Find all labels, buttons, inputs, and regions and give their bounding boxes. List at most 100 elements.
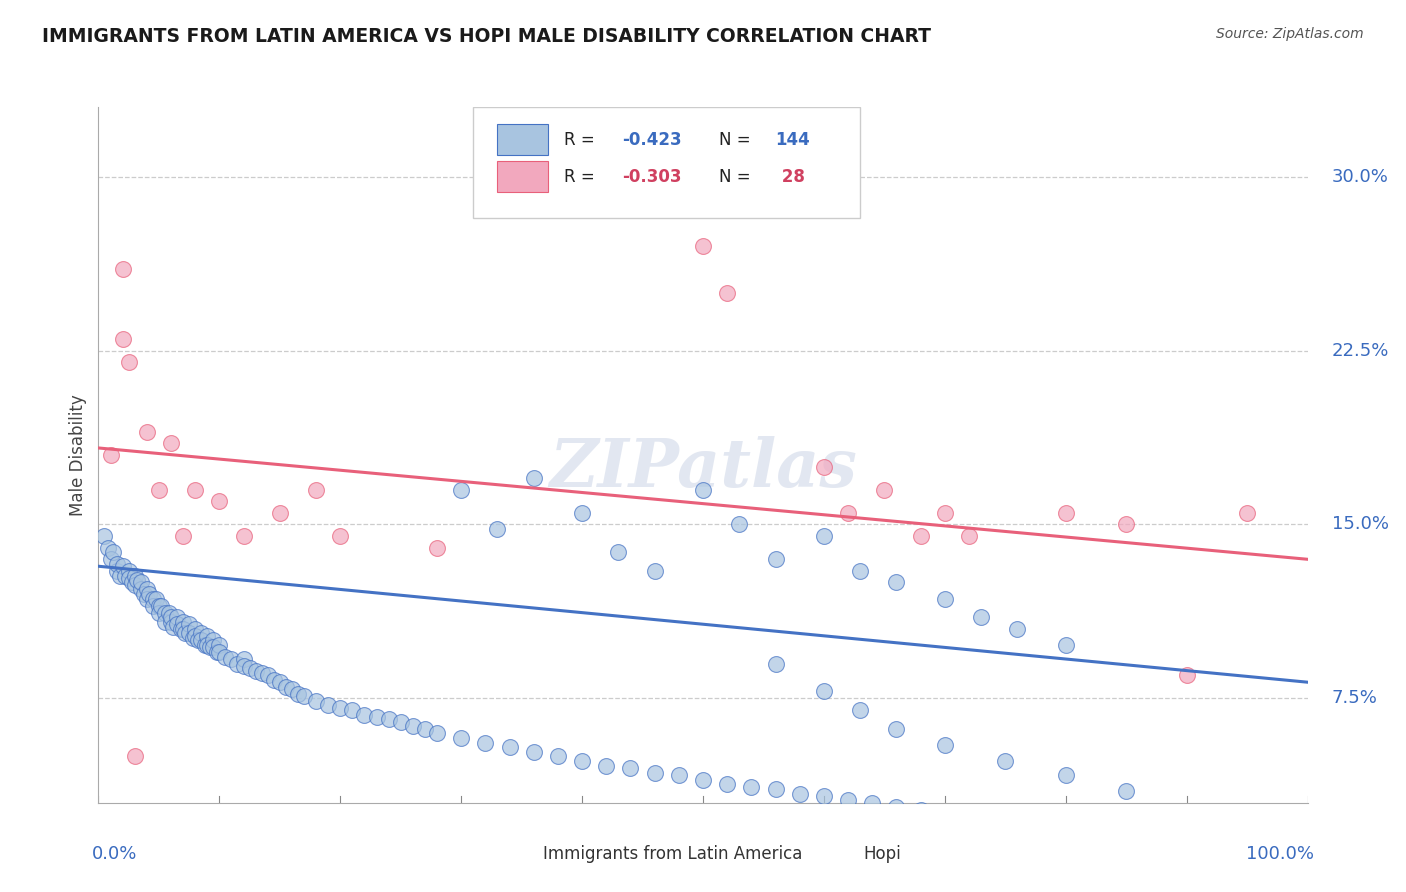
Point — [692, 239, 714, 253]
Text: Immigrants from Latin America: Immigrants from Latin America — [543, 846, 803, 863]
Point — [166, 610, 188, 624]
Point — [208, 645, 231, 659]
Point — [813, 684, 835, 698]
Point — [1152, 828, 1174, 842]
Point — [571, 754, 593, 768]
Point — [813, 459, 835, 474]
Point — [1007, 622, 1029, 636]
Point — [111, 332, 134, 346]
Text: N =: N = — [718, 131, 755, 149]
Point — [184, 622, 207, 636]
Point — [523, 471, 546, 485]
Point — [316, 698, 339, 713]
Point — [239, 661, 262, 675]
Point — [1223, 835, 1246, 849]
Point — [644, 564, 666, 578]
Point — [177, 626, 201, 640]
Point — [100, 552, 122, 566]
Point — [934, 506, 956, 520]
Point — [124, 578, 146, 592]
Point — [934, 805, 956, 819]
Point — [134, 587, 156, 601]
Y-axis label: Male Disability: Male Disability — [69, 394, 87, 516]
Point — [166, 617, 188, 632]
Point — [184, 483, 207, 497]
Point — [571, 506, 593, 520]
Point — [765, 657, 787, 671]
Point — [910, 529, 932, 543]
Point — [105, 564, 128, 578]
Point — [226, 657, 249, 671]
Point — [263, 673, 285, 687]
Point — [595, 758, 617, 772]
Point — [135, 591, 157, 606]
Point — [957, 810, 980, 824]
Point — [860, 796, 883, 810]
Point — [172, 622, 194, 636]
Point — [1054, 638, 1077, 652]
Point — [111, 262, 134, 277]
Point — [426, 726, 449, 740]
Text: 144: 144 — [776, 131, 810, 149]
Point — [245, 664, 267, 678]
Point — [813, 529, 835, 543]
Point — [129, 575, 152, 590]
Point — [389, 714, 412, 729]
Point — [547, 749, 569, 764]
Point — [162, 619, 184, 633]
Point — [366, 710, 388, 724]
Point — [232, 659, 254, 673]
Point — [97, 541, 120, 555]
Point — [886, 800, 908, 814]
Point — [994, 754, 1017, 768]
Point — [329, 529, 352, 543]
Point — [208, 638, 231, 652]
Point — [474, 735, 496, 749]
Point — [740, 780, 762, 794]
Text: Source: ZipAtlas.com: Source: ZipAtlas.com — [1216, 27, 1364, 41]
Point — [195, 638, 218, 652]
Point — [728, 517, 751, 532]
Point — [148, 483, 170, 497]
Point — [232, 529, 254, 543]
Point — [886, 722, 908, 736]
Text: -0.423: -0.423 — [621, 131, 682, 149]
Point — [118, 564, 141, 578]
Point — [221, 652, 243, 666]
Point — [668, 768, 690, 782]
Point — [1249, 838, 1271, 852]
Point — [195, 629, 218, 643]
Point — [148, 599, 170, 613]
Point — [486, 522, 509, 536]
Point — [402, 719, 425, 733]
Point — [153, 606, 176, 620]
Point — [644, 765, 666, 780]
Point — [287, 687, 309, 701]
FancyBboxPatch shape — [482, 842, 536, 867]
Point — [142, 591, 165, 606]
Point — [1031, 816, 1053, 830]
Text: 30.0%: 30.0% — [1331, 168, 1389, 186]
Text: 22.5%: 22.5% — [1331, 342, 1389, 359]
Point — [214, 649, 236, 664]
Point — [160, 436, 183, 450]
Point — [121, 575, 143, 590]
Point — [281, 682, 304, 697]
Point — [153, 615, 176, 629]
Point — [1175, 830, 1198, 845]
Text: 0.0%: 0.0% — [93, 845, 138, 863]
Point — [426, 541, 449, 555]
Point — [1102, 823, 1125, 838]
Point — [450, 483, 472, 497]
Text: 15.0%: 15.0% — [1331, 516, 1389, 533]
Point — [910, 803, 932, 817]
FancyBboxPatch shape — [474, 107, 860, 219]
Point — [1115, 784, 1137, 798]
Point — [190, 633, 212, 648]
Point — [232, 652, 254, 666]
Point — [160, 615, 183, 629]
Text: 100.0%: 100.0% — [1246, 845, 1313, 863]
Point — [523, 745, 546, 759]
Text: Hopi: Hopi — [863, 846, 901, 863]
Point — [716, 285, 738, 300]
